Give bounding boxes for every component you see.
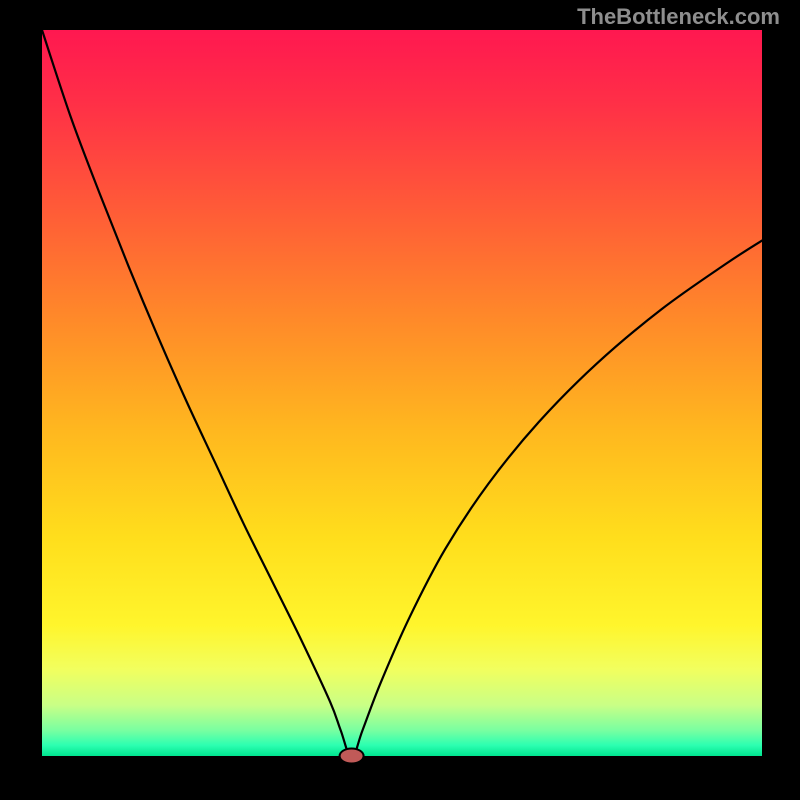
gradient-background [42, 30, 762, 756]
watermark-text: TheBottleneck.com [577, 4, 780, 30]
chart-canvas: TheBottleneck.com [0, 0, 800, 800]
bottleneck-chart [0, 0, 800, 800]
apex-marker [340, 749, 364, 764]
